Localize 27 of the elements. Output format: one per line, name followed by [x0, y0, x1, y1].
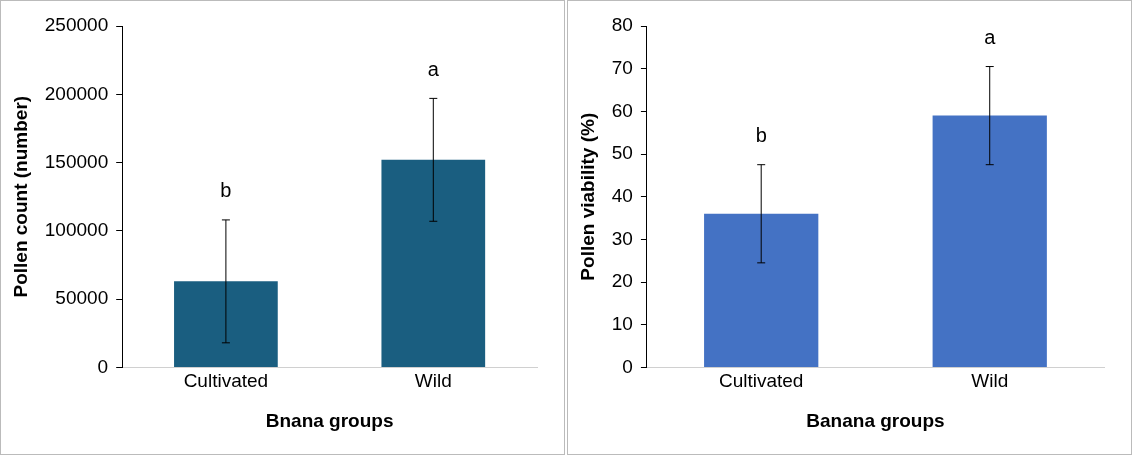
x-tick-label: Wild: [414, 370, 452, 392]
y-tick-label: 50000: [55, 287, 109, 309]
annotation: b: [220, 179, 232, 202]
y-tick-label: 200000: [44, 82, 109, 104]
y-tick-label: 0: [97, 355, 109, 377]
x-axis-title: Banana groups: [806, 409, 945, 431]
y-tick-label: 30: [611, 227, 633, 249]
x-tick-label: Wild: [971, 370, 1009, 392]
y-tick-label: 10: [611, 312, 633, 334]
y-tick-label: 150000: [44, 150, 109, 172]
annotation: b: [755, 124, 767, 147]
x-tick-label: Cultivated: [718, 370, 804, 392]
y-tick-label: 250000: [44, 14, 109, 36]
x-axis-title: Bnana groups: [265, 409, 394, 431]
y-tick-label: 40: [611, 184, 633, 206]
y-axis-title: Pollen viability (%): [576, 112, 598, 281]
y-tick-label: 20: [611, 270, 633, 292]
y-tick-label: 80: [611, 14, 633, 36]
annotation: a: [427, 57, 440, 80]
y-tick-label: 70: [611, 56, 633, 78]
y-tick-label: 50: [611, 142, 633, 164]
y-tick-label: 100000: [44, 219, 109, 241]
y-axis-title: Pollen count (number): [9, 95, 31, 298]
x-tick-label: Cultivated: [183, 370, 269, 392]
y-tick-label: 60: [611, 99, 633, 121]
y-tick-label: 0: [622, 355, 633, 377]
annotation: a: [984, 26, 997, 49]
